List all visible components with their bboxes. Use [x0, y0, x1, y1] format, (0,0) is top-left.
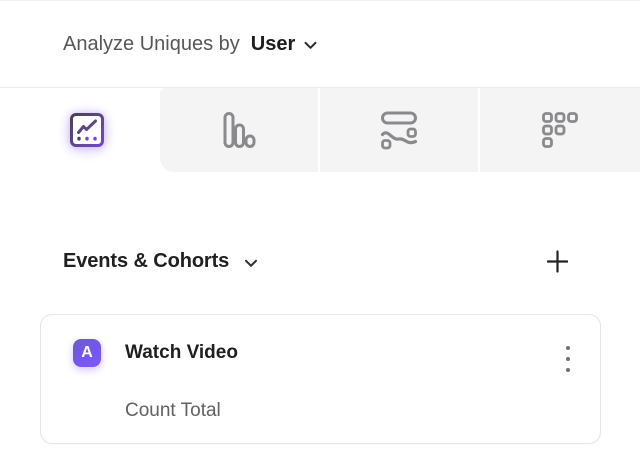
tab-insights[interactable]	[0, 88, 160, 172]
events-cohorts-title: Events & Cohorts	[63, 250, 230, 272]
event-card-row: A Watch Video	[73, 336, 574, 372]
tab-flows[interactable]	[320, 88, 478, 172]
events-cohorts-dropdown[interactable]: Events & Cohorts	[63, 250, 258, 273]
tab-retention[interactable]	[480, 88, 640, 172]
line-chart-icon	[66, 109, 108, 151]
chevron-down-icon	[244, 259, 258, 268]
report-type-tabs	[0, 88, 640, 172]
dot-grid-icon	[541, 111, 579, 149]
tab-funnels[interactable]	[160, 88, 318, 172]
kebab-dot	[566, 357, 570, 361]
chevron-down-icon	[304, 41, 317, 50]
aggregation-label[interactable]: Count Total	[125, 400, 221, 421]
kebab-dot	[566, 346, 570, 350]
add-event-button[interactable]	[545, 248, 570, 275]
event-name[interactable]: Watch Video	[125, 342, 238, 363]
settings-bar: Analyze Uniques by User	[0, 1, 640, 88]
uniques-by-dropdown[interactable]: User	[251, 33, 317, 56]
kebab-dot	[566, 368, 570, 372]
plus-icon	[547, 250, 568, 273]
events-cohorts-header: Events & Cohorts	[63, 248, 570, 275]
kebab-menu-icon[interactable]	[562, 342, 574, 376]
flow-wave-icon	[379, 110, 419, 151]
event-badge: A	[73, 339, 101, 367]
uniques-by-value: User	[250, 32, 296, 55]
event-card[interactable]: A Watch Video Count Total	[40, 314, 601, 444]
bar-chart-icon	[220, 111, 258, 149]
analyze-uniques-label: Analyze Uniques by	[63, 32, 240, 55]
